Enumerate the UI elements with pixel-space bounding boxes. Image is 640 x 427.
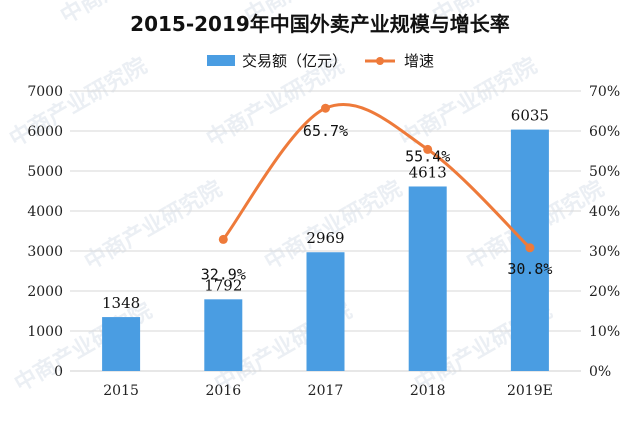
left-axis-tick-label: 4000 bbox=[27, 204, 63, 220]
legend-bar-label: 交易额（亿元） bbox=[242, 52, 347, 70]
x-axis-tick-label: 2017 bbox=[308, 383, 344, 399]
growth-label-2018: 55.4% bbox=[405, 147, 450, 165]
right-axis-tick-label: 50% bbox=[589, 164, 620, 180]
right-axis-tick-label: 60% bbox=[589, 124, 620, 140]
bar-2015 bbox=[102, 317, 141, 371]
bar-value-label-2016: 1792 bbox=[204, 276, 242, 294]
x-axis-tick-label: 2015 bbox=[103, 383, 139, 399]
growth-label-2016: 32.9% bbox=[201, 265, 246, 283]
right-axis-tick-label: 10% bbox=[589, 324, 620, 340]
bar-value-label-2015: 1348 bbox=[102, 294, 140, 312]
bar-value-label-2019E: 6035 bbox=[511, 107, 549, 125]
bar-value-label-2018: 4613 bbox=[409, 163, 447, 181]
left-axis-tick-label: 1000 bbox=[27, 324, 63, 340]
left-axis-tick-label: 7000 bbox=[27, 84, 63, 100]
right-axis: 0% 10% 20% 30% 40% 50% 60% 70% bbox=[589, 84, 620, 380]
legend-line-marker bbox=[376, 57, 384, 65]
bar-value-label-2017: 2969 bbox=[306, 229, 344, 247]
right-axis-tick-label: 20% bbox=[589, 284, 620, 300]
line-labels: 32.9% 65.7% 55.4% 30.8% bbox=[201, 122, 553, 283]
left-axis: 0 1000 2000 3000 4000 5000 6000 7000 bbox=[27, 84, 63, 380]
bar-2017 bbox=[306, 252, 345, 371]
legend-bar-swatch bbox=[207, 55, 235, 66]
right-axis-tick-label: 30% bbox=[589, 244, 620, 260]
growth-point-2017 bbox=[321, 103, 330, 113]
legend-line-label: 增速 bbox=[404, 52, 434, 70]
growth-label-2019E: 30.8% bbox=[507, 260, 552, 278]
growth-point-2016 bbox=[218, 234, 228, 244]
chart-title: 2015-2019年中国外卖产业规模与增长率 bbox=[130, 12, 510, 36]
watermark-text: 中商产业研究院 bbox=[80, 176, 226, 276]
growth-point-2018 bbox=[423, 144, 433, 154]
legend: 交易额（亿元） 增速 bbox=[207, 52, 434, 70]
growth-line bbox=[222, 102, 531, 249]
x-axis-tick-label: 2016 bbox=[205, 383, 241, 399]
x-axis: 2015 2016 2017 2018 2019E bbox=[103, 383, 553, 399]
right-axis-tick-label: 70% bbox=[589, 84, 620, 100]
line-series bbox=[218, 102, 535, 253]
left-axis-tick-label: 3000 bbox=[27, 244, 63, 260]
x-axis-tick-label: 2019E bbox=[507, 383, 553, 399]
right-axis-tick-label: 40% bbox=[589, 204, 620, 220]
bar-series: 1348 1792 2969 4613 6035 bbox=[102, 107, 549, 371]
growth-point-2019E bbox=[525, 243, 535, 253]
growth-label-2017: 65.7% bbox=[303, 122, 348, 140]
bar-2018 bbox=[408, 186, 447, 371]
x-axis-tick-label: 2018 bbox=[410, 383, 446, 399]
left-axis-tick-label: 6000 bbox=[27, 124, 63, 140]
right-axis-tick-label: 0% bbox=[589, 364, 611, 380]
left-axis-tick-label: 0 bbox=[54, 364, 63, 380]
left-axis-tick-label: 5000 bbox=[27, 164, 63, 180]
bar-2016 bbox=[204, 299, 243, 371]
left-axis-tick-label: 2000 bbox=[27, 284, 63, 300]
